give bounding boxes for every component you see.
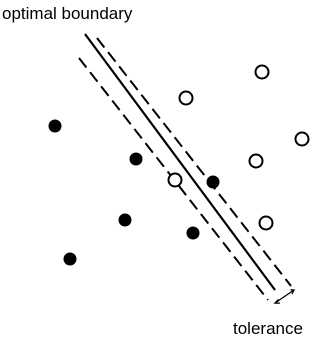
- hollow-point: [254, 64, 270, 80]
- tolerance-arrow: [273, 289, 296, 304]
- filled-point: [186, 226, 200, 240]
- optimal-boundary-line: [84, 33, 276, 291]
- tolerance-label: tolerance: [233, 319, 303, 338]
- filled-points: [48, 119, 220, 266]
- filled-point: [48, 119, 62, 133]
- hollow-point: [258, 215, 274, 231]
- filled-point: [63, 252, 77, 266]
- boundary-label: optimal boundary: [2, 4, 133, 23]
- hollow-point: [178, 90, 194, 106]
- hollow-point: [167, 172, 183, 188]
- tolerance-margin-upper: [96, 37, 292, 287]
- hollow-point: [294, 131, 310, 147]
- filled-point: [118, 213, 132, 227]
- filled-point: [206, 175, 220, 189]
- hollow-point: [248, 153, 264, 169]
- filled-point: [129, 152, 143, 166]
- hollow-points: [167, 64, 310, 231]
